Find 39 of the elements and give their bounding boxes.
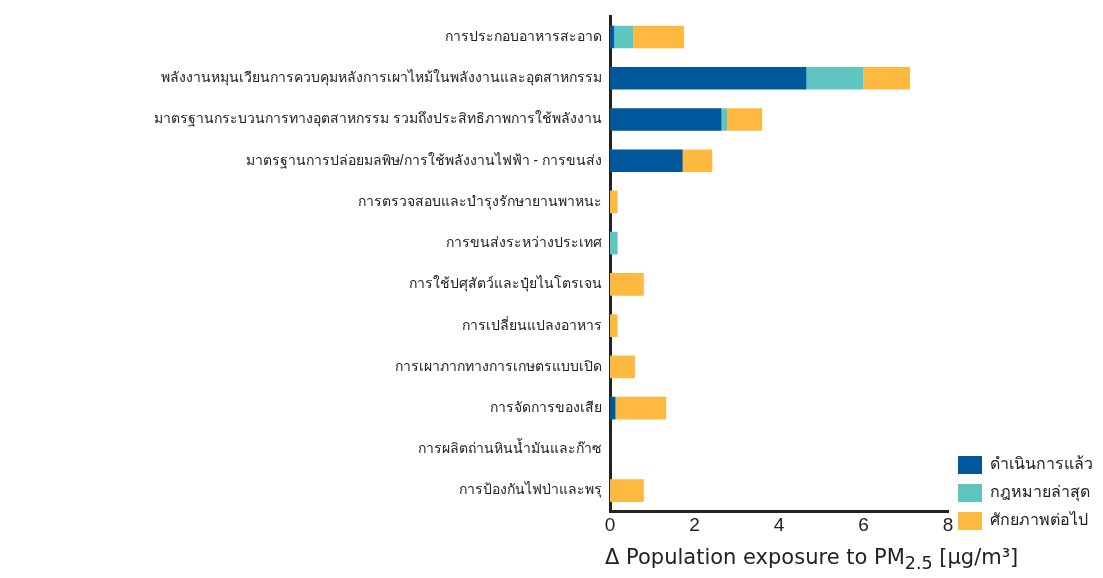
- y-tick-label: การจัดการของเสีย: [490, 398, 602, 415]
- bar: [633, 25, 684, 49]
- x-tick-label: 2: [689, 513, 700, 535]
- x-tick-label: 6: [858, 513, 869, 535]
- bar: [610, 231, 618, 255]
- y-tick-label: การผลิตถ่านหินน้ำมันและก๊าซ: [418, 438, 602, 457]
- y-tick-label: พลังงานหมุนเวียนการควบคุมหลังการเผาไหม้ในพลังงานและอุตสาหกรรม: [161, 69, 602, 87]
- y-tick-label: การเผาภากทางการเกษตรแบบเปิด: [395, 357, 602, 374]
- y-tick-label: การเปลี่ยนแปลงอาหาร: [462, 315, 602, 333]
- bar: [610, 190, 618, 214]
- bar: [727, 108, 763, 131]
- bar: [682, 149, 713, 173]
- bar: [610, 108, 722, 131]
- x-tick-label: 4: [773, 513, 785, 535]
- x-tick-label: 0: [604, 513, 616, 535]
- y-tick-label: มาตรฐานกระบวนการทางอุตสาหกรรม รวมถึงประสิทธิภาพการใช้พลังงาน: [154, 110, 602, 128]
- y-tick-label: การประกอบอาหารสะอาด: [445, 27, 602, 44]
- bar: [615, 396, 667, 420]
- bar: [610, 66, 807, 90]
- y-tick-label: มาตรฐานการปล่อยมลพิษ/การใช้พลังงานไฟฟ้า - การขนส่ง: [245, 151, 602, 169]
- x-axis-title: Δ Population exposure to PM$_{2.5}$ [μg/m³]: [604, 545, 1020, 574]
- y-tick-label: การตรวจสอบและบำรุงรักษายานพาหนะ: [358, 192, 602, 210]
- x-tick-label: 8: [942, 513, 954, 535]
- bar: [610, 314, 618, 337]
- legend-label: ดำเนินการแล้ว: [990, 455, 1093, 473]
- bar: [721, 108, 728, 131]
- bar: [610, 355, 635, 379]
- legend-label: กฎหมายล่าสุด: [990, 483, 1090, 503]
- legend-label: ศักยภาพต่อไป: [990, 510, 1088, 529]
- bar: [863, 66, 910, 90]
- bar: [610, 25, 615, 49]
- y-tick-label: การขนส่งระหว่างประเทศ: [446, 234, 602, 251]
- y-tick-label: การป้องกันไฟป่าและพรุ: [459, 481, 602, 499]
- bar: [614, 25, 634, 49]
- bar: [806, 66, 864, 90]
- bar: [610, 149, 683, 173]
- bar: [610, 479, 644, 502]
- bar: [610, 273, 644, 296]
- y-tick-label: การใช้ปศุสัตว์และปุ๋ยไนโตรเจน: [409, 275, 602, 293]
